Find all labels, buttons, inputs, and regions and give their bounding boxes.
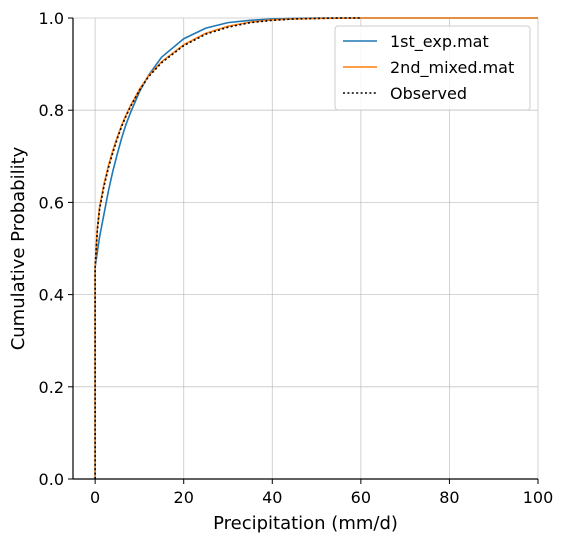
- grid: [73, 17, 539, 480]
- ticks: 0 20 40 60 80 100 0.0 0.2 0.4 0.6 0.8 1.0: [39, 9, 554, 507]
- x-tick-label: 80: [439, 488, 459, 507]
- legend-label-1: 2nd_mixed.mat: [390, 58, 514, 78]
- x-tick-label: 100: [523, 488, 554, 507]
- legend-label-2: Observed: [390, 84, 467, 103]
- x-tick-label: 0: [90, 488, 100, 507]
- y-tick-label: 0.2: [39, 378, 64, 397]
- series-layer: [94, 17, 538, 479]
- y-axis-label: Cumulative Probability: [8, 146, 29, 350]
- y-tick-label: 1.0: [39, 9, 64, 28]
- x-axis-label: Precipitation (mm/d): [213, 513, 398, 534]
- y-tick-label: 0.8: [39, 101, 64, 120]
- x-tick-label: 40: [262, 488, 282, 507]
- axes: [72, 18, 538, 480]
- y-tick-label: 0.4: [39, 286, 64, 305]
- x-tick-label: 60: [351, 488, 371, 507]
- y-tick-label: 0.6: [39, 193, 64, 212]
- series-line-2: [94, 17, 361, 479]
- y-tick-label: 0.0: [39, 470, 64, 489]
- legend: 1st_exp.mat 2nd_mixed.mat Observed: [334, 25, 531, 111]
- legend-label-0: 1st_exp.mat: [390, 32, 489, 52]
- legend-box: [334, 25, 531, 111]
- x-tick-label: 20: [174, 488, 194, 507]
